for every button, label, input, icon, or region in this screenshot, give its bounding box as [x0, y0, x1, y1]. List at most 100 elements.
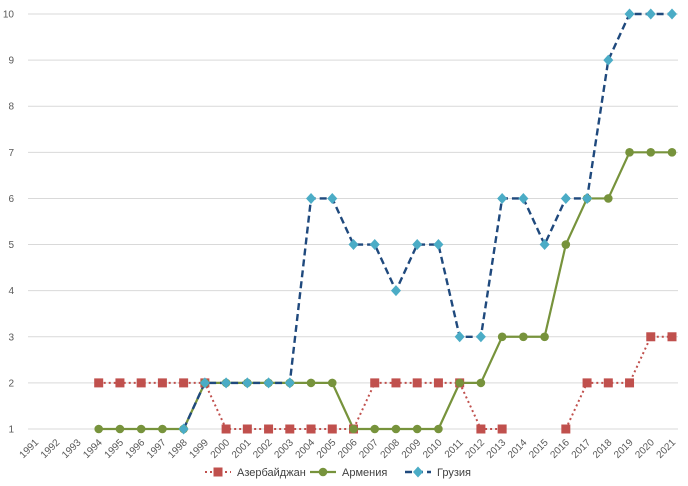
series-2-point-2008 — [391, 424, 401, 434]
series-3-point-2020 — [645, 8, 656, 20]
series-3-point-2018 — [603, 54, 614, 66]
series-3-point-2016 — [560, 192, 571, 204]
legend-marker-3 — [413, 466, 423, 478]
series-2-point-1995 — [115, 424, 125, 434]
series-3-point-2005 — [327, 192, 338, 204]
series-2-point-2015 — [540, 332, 549, 342]
series-1-point-2018 — [603, 378, 613, 388]
series-2-point-2007 — [370, 424, 380, 434]
y-tick-7: 7 — [8, 148, 14, 159]
x-tick-2005: 2005 — [315, 437, 339, 461]
x-tick-2013: 2013 — [485, 437, 509, 461]
series-3-point-2013 — [497, 192, 508, 204]
y-tick-5: 5 — [8, 240, 14, 251]
series-2-point-2006 — [349, 424, 358, 434]
series-1-point-2009 — [412, 378, 422, 388]
gridlines — [28, 13, 678, 430]
series-3-point-2003 — [284, 377, 295, 389]
series-1-point-1998 — [179, 378, 189, 388]
x-tick-1994: 1994 — [81, 437, 105, 461]
legend-item-3: Грузия — [405, 466, 471, 479]
series-2-point-2016 — [561, 240, 571, 249]
series-1-point-2017 — [582, 378, 592, 388]
series-3-point-2007 — [369, 239, 380, 251]
series-lines — [98, 12, 672, 431]
x-tick-1999: 1999 — [187, 437, 211, 461]
series-2-point-2014 — [519, 332, 528, 342]
x-tick-2015: 2015 — [527, 437, 551, 461]
series-1-point-2001 — [242, 424, 252, 434]
x-tick-2016: 2016 — [548, 437, 572, 461]
series-3-point-2000 — [221, 377, 232, 389]
series-3-point-1999 — [199, 377, 210, 389]
series-markers — [94, 8, 677, 435]
legend-label-3: Грузия — [437, 467, 471, 479]
series-3-point-2010 — [433, 239, 444, 251]
y-tick-6: 6 — [8, 194, 14, 205]
series-1-point-2003 — [285, 424, 295, 434]
series-1-point-2000 — [221, 424, 231, 434]
y-tick-3: 3 — [8, 332, 14, 343]
x-tick-2002: 2002 — [251, 437, 275, 461]
series-2-point-2020 — [646, 148, 656, 157]
series-1-point-2002 — [264, 424, 274, 434]
x-axis-tick-labels: 1991199219931994199519961997199819992000… — [18, 437, 679, 461]
legend-item-2: Армения — [310, 467, 387, 479]
series-2-point-2018 — [604, 194, 613, 203]
series-3-point-2001 — [242, 377, 253, 389]
legend-marker-2 — [318, 467, 328, 477]
series-1-point-2016 — [561, 424, 571, 434]
x-tick-1996: 1996 — [124, 437, 148, 461]
y-axis-tick-labels: 1 2 3 4 5 6 7 8 9 10 — [3, 10, 15, 436]
x-tick-2009: 2009 — [400, 437, 424, 461]
y-tick-10: 10 — [3, 10, 15, 21]
series-2-point-2013 — [497, 332, 507, 342]
series-1-point-1996 — [136, 378, 146, 388]
legend-item-1: Азербайджан — [205, 467, 306, 479]
series-1-point-2019 — [625, 378, 635, 388]
x-tick-2017: 2017 — [570, 437, 594, 461]
x-tick-2012: 2012 — [464, 437, 488, 461]
series-3-point-2009 — [412, 239, 423, 251]
series-3-point-2011 — [454, 331, 465, 343]
x-tick-1995: 1995 — [103, 437, 127, 461]
series-line-3 — [182, 12, 672, 430]
series-3-point-2021 — [667, 8, 677, 20]
series-1-point-2004 — [306, 424, 316, 434]
series-3-point-2004 — [306, 192, 317, 204]
legend-label-1: Азербайджан — [237, 467, 306, 479]
series-3-point-2012 — [475, 331, 486, 343]
series-3-point-2008 — [390, 285, 401, 297]
x-tick-2000: 2000 — [209, 437, 233, 461]
y-tick-8: 8 — [8, 102, 14, 113]
series-3-point-2006 — [348, 239, 359, 251]
x-tick-2018: 2018 — [591, 437, 615, 461]
x-tick-1997: 1997 — [145, 437, 169, 461]
legend: Азербайджан Армения Грузия — [205, 466, 471, 479]
series-2-point-2019 — [625, 148, 634, 157]
x-tick-2011: 2011 — [443, 437, 466, 460]
series-1-point-2005 — [327, 424, 337, 434]
series-1-point-2007 — [370, 378, 380, 388]
series-2-point-1994 — [94, 424, 103, 434]
y-tick-4: 4 — [8, 286, 14, 297]
x-tick-1991: 1991 — [18, 437, 42, 461]
series-2-point-1996 — [136, 424, 146, 434]
x-tick-2006: 2006 — [336, 437, 360, 461]
series-2-point-2011 — [455, 378, 464, 388]
x-tick-2020: 2020 — [633, 437, 657, 461]
series-3-point-2015 — [539, 239, 550, 251]
series-3-point-1998 — [178, 423, 189, 435]
series-1-point-2008 — [391, 378, 401, 388]
series-2-point-1997 — [158, 424, 167, 434]
series-1-point-2021 — [667, 332, 677, 342]
x-tick-2021: 2021 — [655, 437, 679, 461]
legend-marker-1 — [213, 467, 223, 477]
series-1-point-2013 — [497, 424, 507, 434]
x-tick-2010: 2010 — [421, 437, 445, 461]
y-tick-2: 2 — [8, 378, 14, 389]
series-1-point-1994 — [94, 378, 104, 388]
series-1-point-2012 — [476, 424, 486, 434]
x-tick-1998: 1998 — [166, 437, 190, 461]
series-1-point-2020 — [646, 332, 656, 342]
